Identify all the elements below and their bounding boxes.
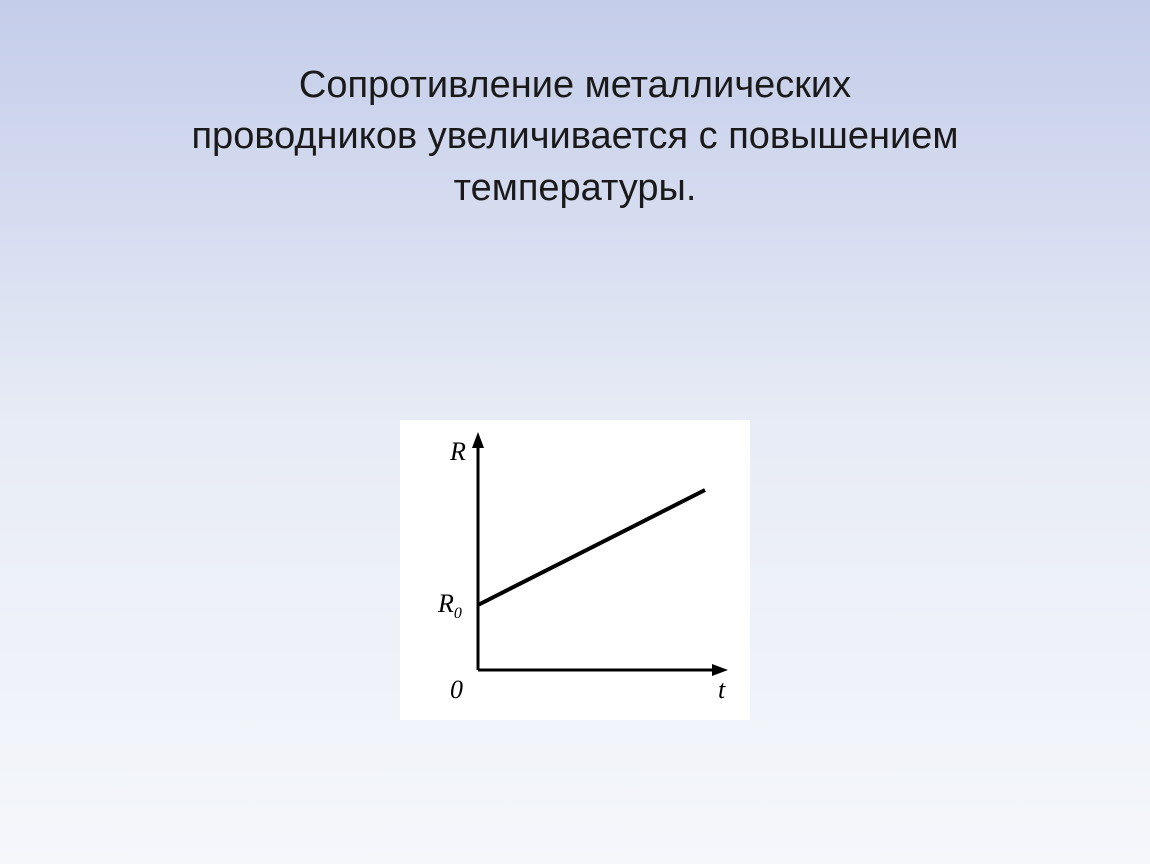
title-line-3: температуры. — [0, 163, 1150, 214]
title-container: Сопротивление металлических проводников … — [0, 0, 1150, 214]
y-intercept-label: R0 — [437, 589, 462, 622]
title-line-1: Сопротивление металлических — [0, 60, 1150, 111]
y-axis-label: R — [449, 437, 466, 466]
title-line-2: проводников увеличивается с повышением — [0, 111, 1150, 162]
x-axis-label: t — [718, 675, 726, 704]
origin-label: 0 — [450, 675, 463, 704]
resistance-line — [478, 490, 705, 605]
chart-svg: R R0 0 t — [400, 420, 750, 720]
resistance-temperature-chart: R R0 0 t — [400, 420, 750, 720]
y-axis-arrow — [472, 432, 484, 448]
